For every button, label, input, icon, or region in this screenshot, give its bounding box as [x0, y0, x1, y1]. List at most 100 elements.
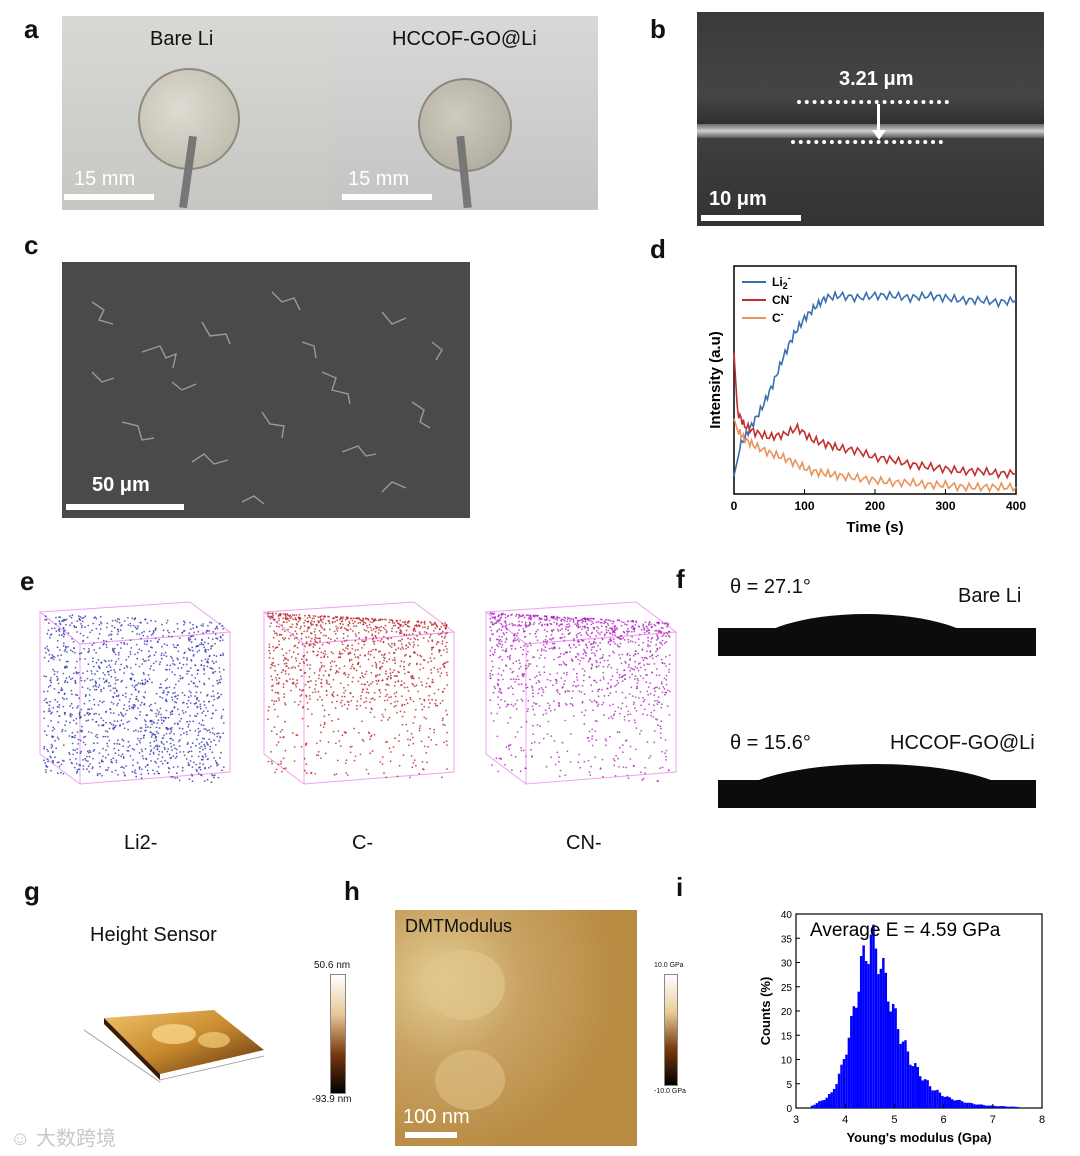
ion-point — [298, 688, 301, 691]
ion-point — [498, 640, 501, 643]
ion-point — [642, 677, 645, 680]
ion-point — [641, 779, 644, 781]
ion-point — [205, 707, 208, 709]
ion-point — [653, 694, 656, 697]
ion-point — [208, 621, 211, 624]
histogram-bar — [852, 1006, 856, 1108]
ion-point — [661, 622, 664, 624]
modulus-max: 10.0 GPa — [654, 962, 684, 969]
ion-point — [550, 623, 553, 626]
ion-point — [95, 661, 98, 664]
ion-point — [441, 699, 444, 702]
ion-point — [117, 749, 120, 752]
ion-point — [416, 662, 418, 665]
ion-point — [290, 667, 293, 669]
ion-point — [668, 654, 671, 657]
ion-point — [52, 750, 54, 753]
ion-point — [607, 682, 610, 685]
ion-point — [154, 628, 157, 630]
ion-point — [501, 678, 504, 681]
ion-point — [637, 697, 640, 699]
ion-point — [376, 674, 379, 677]
ion-point — [496, 712, 499, 715]
y-tick-label: 15 — [781, 1031, 793, 1042]
ion-point — [618, 653, 620, 656]
ion-point — [91, 629, 93, 632]
ion-point — [415, 764, 417, 767]
ion-point — [339, 745, 342, 747]
ion-point — [312, 643, 315, 645]
ion-point — [633, 668, 636, 671]
ion-point — [445, 671, 448, 674]
ion-point — [156, 748, 159, 751]
ion-point — [277, 663, 280, 666]
ion-point — [304, 619, 306, 622]
ion-point — [585, 652, 588, 655]
ion-point — [210, 622, 213, 624]
histogram-bar — [941, 1095, 944, 1108]
ion-point — [143, 643, 146, 645]
ion-point — [568, 690, 571, 693]
ion-point — [525, 720, 528, 723]
ion-point — [627, 627, 629, 630]
ion-point — [549, 710, 552, 712]
ion-point — [111, 619, 114, 622]
histogram-bar — [818, 1101, 821, 1108]
ion-point — [622, 751, 624, 754]
ion-point — [140, 773, 143, 776]
ion-point — [220, 678, 223, 680]
ion-point — [67, 645, 69, 648]
ion-point — [75, 671, 78, 673]
ion-point — [489, 672, 491, 675]
ion-point — [174, 691, 176, 694]
ion-point — [401, 715, 404, 718]
ion-point — [270, 622, 273, 625]
ion-point — [307, 628, 309, 630]
ion-point — [391, 620, 394, 623]
ion-point — [307, 636, 310, 638]
histogram-bar — [835, 1084, 838, 1108]
ion-point — [500, 674, 503, 677]
ion-point — [149, 655, 151, 657]
ion-point — [197, 731, 200, 734]
ion-point — [500, 614, 503, 616]
ion-point — [608, 654, 611, 657]
average-annotation: Average E = 4.59 GPa — [810, 920, 1001, 941]
ion-point — [160, 716, 163, 719]
ion-point — [345, 759, 348, 762]
ion-point — [594, 679, 596, 682]
ion-point — [75, 660, 78, 663]
ion-point — [196, 685, 199, 688]
ion-point — [411, 674, 414, 677]
ion-point — [437, 671, 440, 673]
ion-point — [218, 681, 220, 684]
ion-point — [540, 654, 542, 656]
ion-point — [365, 629, 368, 632]
ion-point — [79, 715, 81, 718]
ion-point — [131, 684, 134, 687]
ion-point — [649, 755, 652, 757]
ion-point — [369, 735, 372, 738]
ion-point — [533, 701, 535, 704]
histogram-bar — [921, 1080, 924, 1108]
ion-point — [657, 636, 660, 639]
ion-point — [122, 708, 125, 710]
ion-point — [146, 769, 149, 772]
ion-point — [206, 665, 209, 668]
ion-point — [349, 692, 352, 695]
ion-point — [57, 691, 60, 694]
ion-point — [588, 730, 591, 733]
ion-point — [317, 616, 320, 618]
ion-point — [655, 639, 658, 641]
ion-point — [134, 772, 137, 775]
ion-point — [665, 759, 667, 761]
ion-point — [64, 667, 66, 669]
ion-point — [647, 693, 650, 696]
ion-point — [566, 689, 569, 692]
ion-point — [406, 686, 409, 689]
ion-point — [284, 749, 287, 752]
ion-point — [167, 691, 169, 693]
ion-point — [123, 727, 126, 730]
ion-point — [634, 641, 637, 644]
ion-point — [187, 683, 190, 686]
